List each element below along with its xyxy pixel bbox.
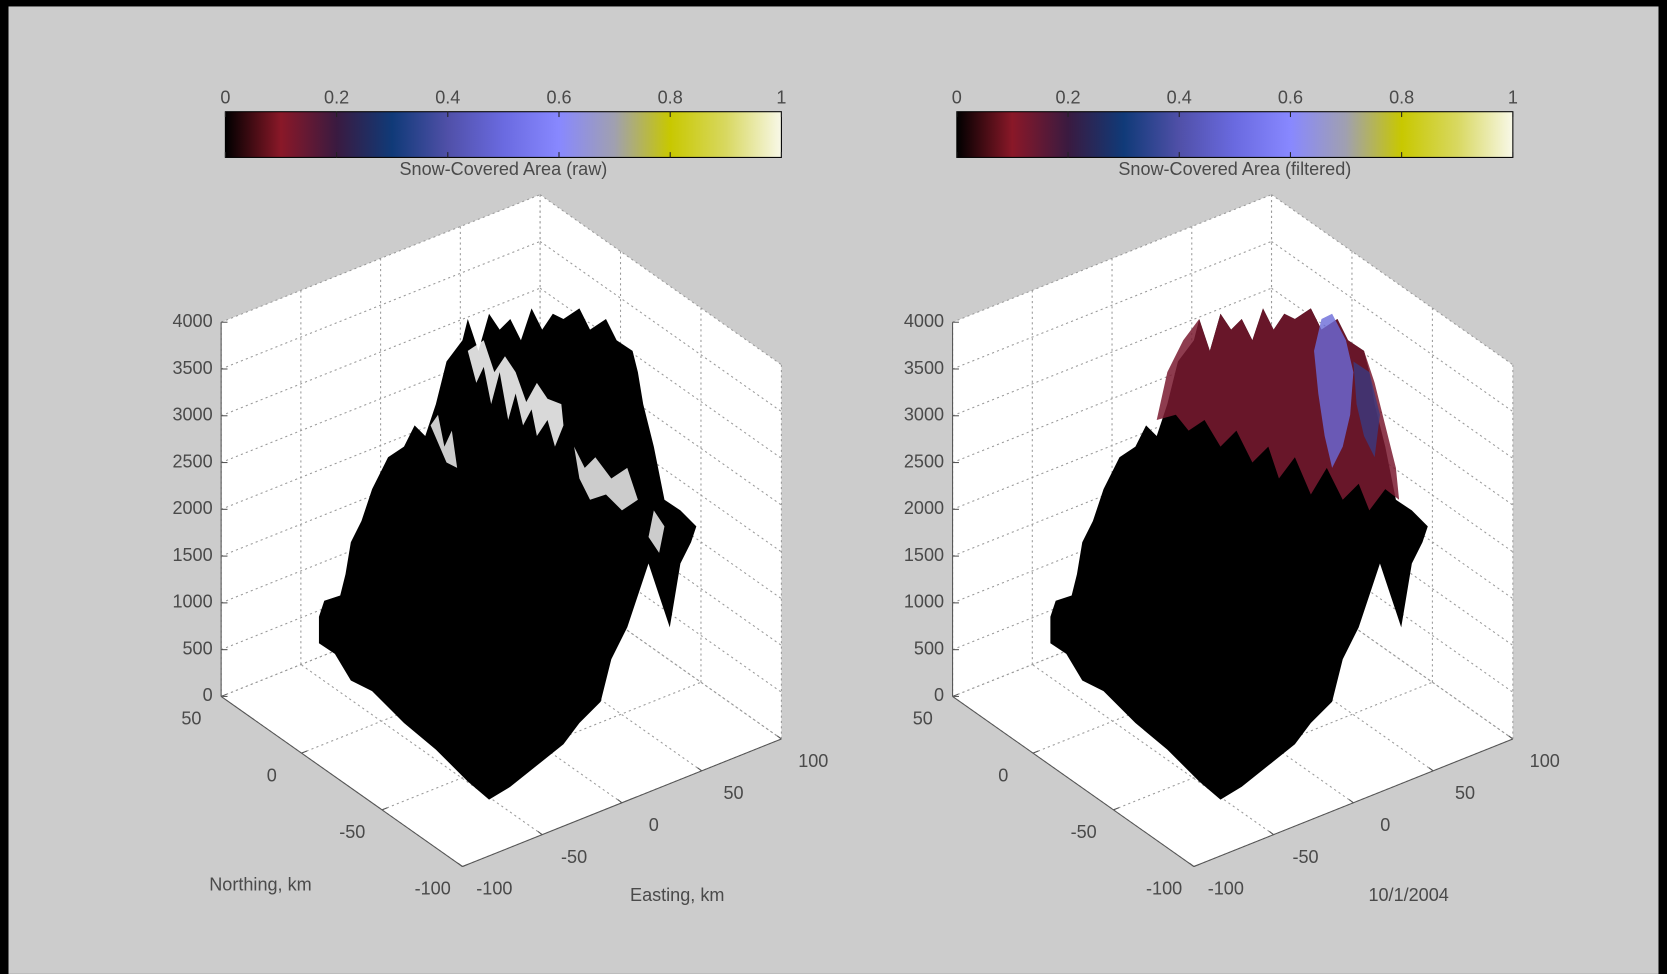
y-tick-label: -100 [415,879,451,899]
colorbar-tick-label: 0.6 [546,88,571,108]
label-layer: 05001000150020002500300035004000-100-500… [172,88,1559,905]
x-axis-label: 10/1/2004 [1368,885,1448,905]
z-tick-label: 4000 [172,311,212,331]
y-tick [220,693,227,697]
colorbar-tick-label: 0.8 [658,88,683,108]
z-tick-label: 2500 [904,451,944,471]
grid-line [1271,194,1514,366]
x-tick [1508,735,1514,740]
x-tick-label: 100 [798,751,828,771]
x-tick [1348,799,1354,804]
y-axis-label: Northing, km [209,874,311,894]
colorbar [224,111,782,158]
grid-line [539,240,782,412]
axis-line [1193,738,1514,868]
z-tick-label: 2000 [172,498,212,518]
z-tick-label: 0 [934,685,944,705]
x-tick-label: -50 [1292,847,1318,867]
z-tick-label: 500 [182,638,212,658]
terrain-tint [1353,361,1380,458]
z-tick-label: 3500 [172,358,212,378]
x-tick [697,767,702,772]
grid-line [220,240,541,370]
surface-left [318,308,697,800]
colorbar-label: Snow-Covered Area (filtered) [1118,159,1351,179]
grid-line [539,194,782,366]
z-tick-label: 0 [203,685,213,705]
grid-line [300,664,543,836]
y-tick-label: 0 [267,765,277,785]
z-tick-label: 2500 [172,451,212,471]
z-tick-label: 500 [914,638,944,658]
x-tick-label: 0 [1380,815,1390,835]
terrain-tint [1314,313,1354,468]
z-tick-label: 3500 [904,358,944,378]
x-tick [1428,767,1434,772]
x-tick [617,799,623,804]
z-tick-label: 1500 [172,545,212,565]
y-tick [952,693,959,697]
z-tick-label: 3000 [172,405,212,425]
y-tick [1032,750,1039,754]
x-tick-label: -100 [476,879,512,899]
z-tick-label: 3000 [904,405,944,425]
y-tick-label: -50 [1071,822,1097,842]
x-axis-label: Easting, km [630,885,724,905]
colorbar-tick-label: 0 [952,88,962,108]
grid-line [952,287,1272,417]
terrain-highlight [467,340,564,447]
y-tick [301,750,308,754]
terrain-highlight [430,414,665,553]
z-tick-label: 2000 [904,498,944,518]
z-tick-label: 4000 [904,311,944,331]
y-tick-label: -100 [1146,879,1182,899]
colorbar-tick-label: 0.6 [1278,88,1303,108]
z-tick-label: 1500 [904,545,944,565]
y-tick-label: 50 [181,709,201,729]
y-tick-label: -50 [339,822,365,842]
x-tick [776,735,782,740]
colorbar-tick-label: 0 [220,88,230,108]
axis-line [952,696,1195,867]
x-tick-label: 50 [1455,783,1475,803]
y-tick-label: 0 [998,765,1008,785]
x-tick-label: 100 [1530,751,1560,771]
colorbar [956,111,1514,158]
colorbar-tick-label: 0.2 [1055,88,1080,108]
colorbar-tick-label: 1 [776,88,786,108]
y-tick [1113,807,1119,811]
grid-line [1271,240,1514,412]
z-tick-label: 1000 [904,592,944,612]
x-tick-label: -100 [1208,879,1244,899]
surface-right [1050,308,1428,800]
x-tick [537,831,543,836]
colorbar-tick-label: 0.4 [1167,88,1192,108]
x-tick [1269,831,1274,836]
x-tick-label: 50 [724,783,744,803]
grid-line [220,287,541,417]
y-tick [381,807,388,811]
grid-line [1032,664,1274,836]
z-tick-label: 1000 [172,592,212,612]
colorbar-tick-label: 1 [1508,88,1518,108]
x-tick-label: -50 [561,847,587,867]
axis-line [220,696,463,867]
colorbar-tick-label: 0.4 [435,88,460,108]
colorbar-tick-label: 0.2 [324,88,349,108]
colorbar-tick-label: 0.8 [1389,88,1414,108]
x-tick-label: 0 [649,815,659,835]
colorbar-label: Snow-Covered Area (raw) [399,159,607,179]
axis-line [462,738,782,868]
grid-line [952,240,1272,370]
y-tick-label: 50 [913,709,933,729]
